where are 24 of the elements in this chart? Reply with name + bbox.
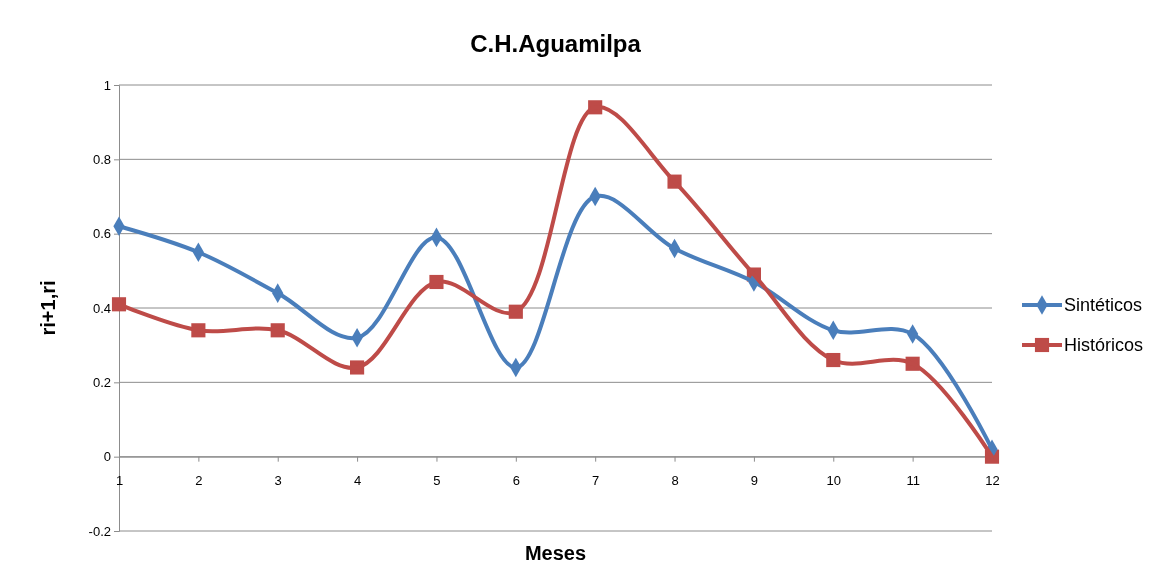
y-tick-label: 0.4: [92, 300, 111, 316]
x-tick-label: 2: [195, 473, 203, 489]
x-tick-label: 1: [115, 473, 124, 489]
y-tick-label: 0.8: [92, 151, 111, 167]
y-tick-label: 0.6: [92, 226, 111, 242]
x-tick-label: 7: [592, 473, 600, 489]
x-tick-label: 10: [826, 473, 842, 489]
x-tick-label: 11: [906, 473, 920, 489]
y-tick-label: 0.2: [92, 374, 111, 390]
x-tick-label: 4: [353, 473, 362, 489]
x-tick-label: 12: [985, 473, 1000, 489]
y-tick-label: 0: [103, 449, 111, 465]
x-tick-label: 8: [671, 473, 679, 489]
x-axis-title: Meses: [524, 542, 587, 564]
y-axis-title: ri+1,ri: [37, 280, 59, 336]
y-tick-label: -0.2: [88, 523, 111, 539]
chart-title: C.H.Aguamilpa: [470, 30, 642, 57]
x-tick-label: 6: [512, 473, 520, 489]
x-tick-label: 9: [750, 473, 759, 489]
legend-label: Sintéticos: [1064, 295, 1143, 315]
legend-label: Históricos: [1064, 335, 1144, 355]
y-tick-label: 1: [103, 77, 111, 93]
x-tick-label: 5: [433, 473, 441, 489]
x-tick-label: 3: [274, 473, 282, 489]
